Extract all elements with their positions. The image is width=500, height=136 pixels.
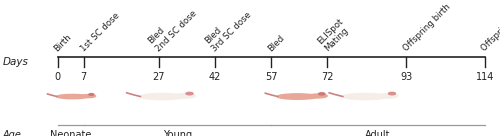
Text: 7: 7 [80,72,87,82]
Text: Adult: Adult [366,130,391,136]
Text: 27: 27 [152,72,165,82]
Text: 93: 93 [400,72,412,82]
Ellipse shape [140,94,185,100]
Text: 57: 57 [265,72,278,82]
Ellipse shape [186,92,193,95]
Ellipse shape [57,94,88,99]
Ellipse shape [277,94,318,99]
Text: Birth: Birth [52,32,74,53]
Ellipse shape [176,94,196,98]
Text: 42: 42 [209,72,221,82]
Text: Age: Age [2,130,22,136]
Text: Offspring birth: Offspring birth [402,2,452,53]
Text: Bled
3rd SC dose: Bled 3rd SC dose [203,3,254,53]
Text: Days: Days [2,57,29,67]
Ellipse shape [388,92,396,95]
Ellipse shape [342,94,388,100]
Ellipse shape [378,94,398,98]
Text: 72: 72 [321,72,334,82]
Ellipse shape [318,93,325,95]
Text: 114: 114 [476,72,494,82]
Text: 1st SC dose: 1st SC dose [79,11,122,53]
Text: ELISpot
Mating: ELISpot Mating [316,16,352,53]
Text: Young: Young [163,130,192,136]
Text: Offspring bled: Offspring bled [480,3,500,53]
Ellipse shape [309,94,327,98]
Text: Neonate: Neonate [50,130,92,136]
Text: Bled: Bled [266,33,286,53]
Ellipse shape [89,94,94,95]
Text: 0: 0 [54,72,60,82]
Ellipse shape [82,95,96,98]
Text: Bled
2nd SC dose: Bled 2nd SC dose [146,1,199,53]
